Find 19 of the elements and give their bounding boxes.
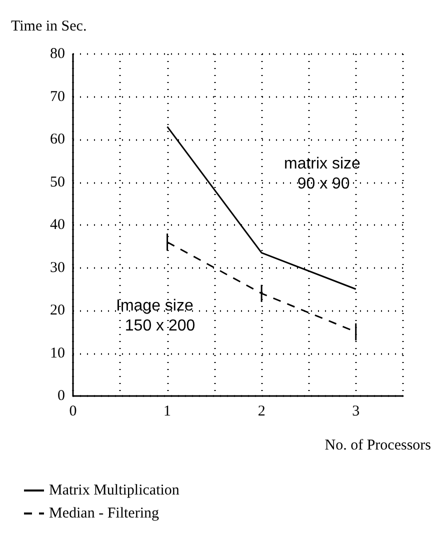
x-tick-label: 2	[258, 404, 266, 420]
y-tick-label: 0	[58, 388, 65, 404]
y-tick-label: 80	[50, 46, 65, 62]
legend-label: Median - Filtering	[49, 506, 160, 522]
y-tick-label: 60	[50, 132, 65, 148]
y-axis-title: Time in Sec.	[11, 18, 87, 34]
y-tick-label: 50	[50, 174, 65, 190]
y-tick-label: 40	[50, 217, 65, 233]
x-tick-label: 1	[164, 404, 172, 420]
y-tick-label: 10	[50, 345, 65, 362]
annotation: Image size 150 x 200	[116, 298, 196, 334]
annotation: matrix size 90 x 90	[284, 156, 361, 192]
y-tick-label: 20	[50, 302, 65, 318]
y-tick-label: 70	[50, 88, 65, 105]
x-axis-title: No. of Processors	[324, 438, 432, 454]
legend-label: Matrix Multiplication	[49, 482, 180, 498]
y-tick-label: 30	[50, 260, 65, 276]
x-tick-label: 3	[352, 404, 360, 420]
x-tick-label: 0	[69, 404, 77, 420]
